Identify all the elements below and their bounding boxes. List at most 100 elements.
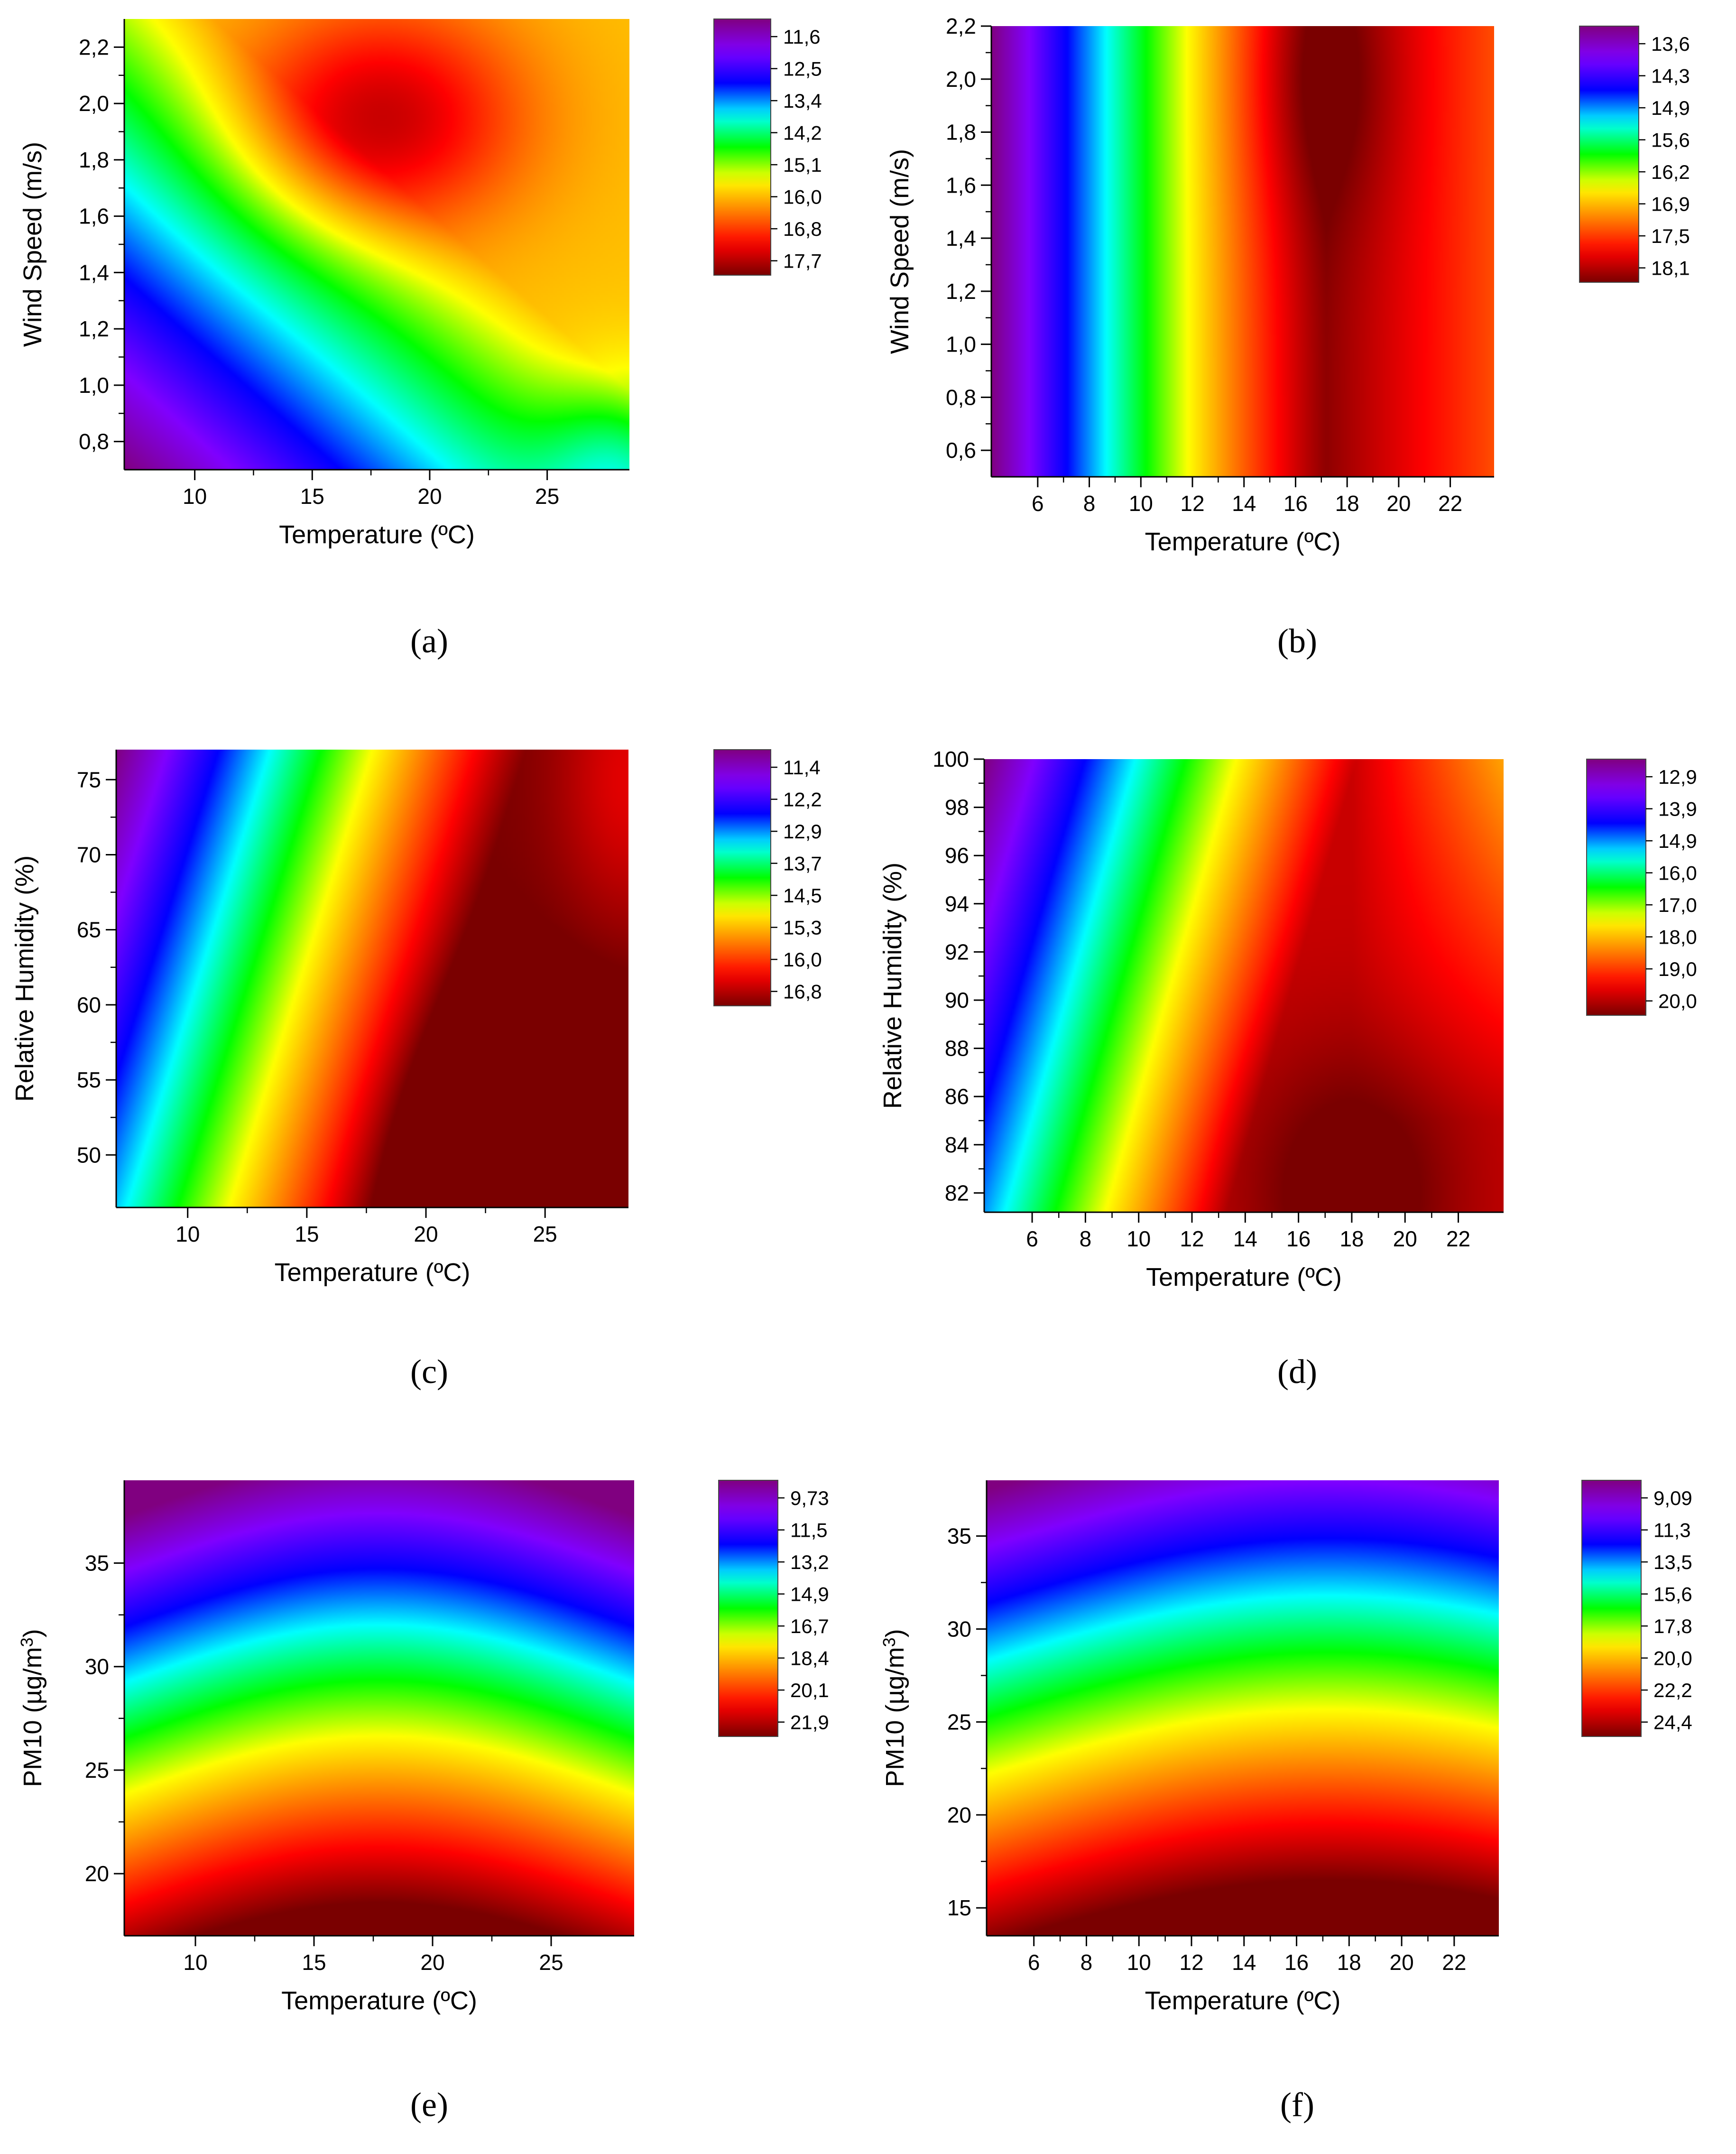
colorbar-label: 14,5 <box>783 884 822 907</box>
y-tick-label: 84 <box>945 1133 969 1157</box>
colorbar-label: 13,2 <box>790 1551 829 1573</box>
x-tick-label: 10 <box>183 484 207 509</box>
y-axis-title: PM10 (µg/m3) <box>17 1629 47 1787</box>
colorbar-label: 20,1 <box>790 1679 829 1701</box>
y-tick-label: 2,2 <box>79 35 109 59</box>
heatmap-surface <box>987 1480 1499 1936</box>
y-axis-title: Wind Speed (m/s) <box>886 149 914 354</box>
colorbar-label: 13,6 <box>1651 33 1690 55</box>
x-tick-label: 20 <box>420 1950 444 1975</box>
panel-caption: (e) <box>410 2086 448 2124</box>
colorbar-label: 18,4 <box>790 1647 829 1670</box>
colorbar-label: 13,9 <box>1658 798 1697 820</box>
panel-caption: (a) <box>410 622 448 660</box>
x-tick-label: 12 <box>1180 491 1204 516</box>
colorbar-label: 16,9 <box>1651 193 1690 215</box>
y-tick-label: 96 <box>945 843 969 868</box>
y-tick-label: 1,2 <box>946 279 976 304</box>
panel-caption: (b) <box>1277 622 1317 660</box>
colorbar-label: 20,0 <box>1658 990 1697 1012</box>
x-tick-label: 15 <box>302 1950 326 1975</box>
y-tick-label: 55 <box>77 1068 101 1092</box>
x-tick-label: 14 <box>1232 1950 1256 1975</box>
colorbar-label: 13,4 <box>783 90 822 112</box>
colorbar-label: 21,9 <box>790 1711 829 1734</box>
colorbar-label: 24,4 <box>1653 1711 1692 1734</box>
colorbar-label: 11,4 <box>783 756 821 779</box>
colorbar-label: 12,9 <box>783 820 822 843</box>
colorbar-label: 11,3 <box>1653 1519 1691 1541</box>
y-tick-label: 65 <box>77 918 101 942</box>
x-axis-title: Temperature (ºC) <box>1146 1263 1342 1291</box>
heatmap-surface <box>991 26 1494 477</box>
y-tick-label: 25 <box>85 1758 109 1783</box>
panel-f: 6 8 10 12 14 16 18 20 22 15 20 25 30 35 Temperature (º… <box>879 1480 1692 2124</box>
colorbar-label: 14,3 <box>1651 65 1690 87</box>
panel-caption: (c) <box>410 1353 448 1391</box>
y-tick-label: 1,4 <box>79 260 109 285</box>
x-tick-label: 8 <box>1080 1950 1093 1975</box>
x-tick-label: 22 <box>1446 1226 1470 1251</box>
y-tick-label: 20 <box>947 1802 971 1827</box>
y-tick-label: 1,0 <box>946 332 976 357</box>
x-tick-label: 22 <box>1438 491 1462 516</box>
colorbar-label: 14,9 <box>1651 97 1690 119</box>
colorbar <box>713 19 771 276</box>
x-axis-title: Temperature (ºC) <box>281 1987 477 2015</box>
y-tick-label: 1,8 <box>946 120 976 145</box>
x-axis-title: Temperature (ºC) <box>1145 1987 1341 2015</box>
colorbar-label: 16,2 <box>1651 161 1690 183</box>
colorbar-label: 16,8 <box>783 981 822 1003</box>
y-tick-label: 30 <box>947 1616 971 1641</box>
x-axis-title: Temperature (ºC) <box>1145 528 1341 556</box>
x-tick-label: 8 <box>1083 491 1096 516</box>
colorbar-label: 17,7 <box>783 250 822 272</box>
x-tick-label: 10 <box>1129 491 1153 516</box>
x-axis-title: Temperature (ºC) <box>275 1258 471 1287</box>
y-tick-label: 1,6 <box>946 173 976 197</box>
y-tick-label: 2,0 <box>79 91 109 116</box>
y-tick-label: 30 <box>85 1654 109 1679</box>
y-tick-label: 25 <box>947 1709 971 1734</box>
x-tick-label: 10 <box>1127 1226 1151 1251</box>
panel-e: 10 15 20 25 20 25 30 35 Temperature (ºC) PM10 (µg… <box>17 1480 829 2124</box>
heatmap-surface <box>124 19 629 470</box>
colorbar <box>713 749 771 1006</box>
x-tick-label: 12 <box>1179 1950 1203 1975</box>
colorbar-label: 15,1 <box>783 154 822 176</box>
x-tick-label: 20 <box>414 1222 438 1246</box>
panel-b: 6 8 10 12 14 16 18 20 22 0,6 0,8 1,0 1,2 1,4 1,6 1,8 2,0… <box>886 14 1690 660</box>
x-axis-title: Temperature (ºC) <box>279 520 475 549</box>
panel-d: 6 8 10 12 14 16 18 20 22 82 84 86 88 90 92 94 96 98 100 Tem… <box>878 747 1697 1391</box>
y-axis-title: Relative Humidity (%) <box>878 863 907 1109</box>
colorbar-label: 9,73 <box>790 1487 829 1509</box>
x-tick-label: 12 <box>1180 1226 1204 1251</box>
y-tick-label: 50 <box>77 1142 101 1167</box>
heatmap-surface <box>984 759 1504 1212</box>
y-tick-label: 60 <box>77 993 101 1017</box>
y-tick-label: 82 <box>945 1180 969 1205</box>
x-tick-label: 25 <box>535 484 559 509</box>
colorbar-label: 18,0 <box>1658 926 1697 948</box>
colorbar-label: 13,5 <box>1653 1551 1692 1573</box>
x-tick-label: 10 <box>1127 1950 1151 1975</box>
colorbar <box>1579 26 1639 283</box>
x-tick-label: 14 <box>1232 491 1256 516</box>
heatmap-surface <box>124 1480 634 1936</box>
colorbar-label: 20,0 <box>1653 1647 1692 1670</box>
y-tick-label: 2,2 <box>946 14 976 38</box>
y-tick-label: 86 <box>945 1084 969 1109</box>
y-tick-label: 0,8 <box>79 429 109 454</box>
heatmap-surface <box>116 750 628 1207</box>
colorbar-label: 17,8 <box>1653 1615 1692 1637</box>
panel-caption: (f) <box>1280 2086 1314 2124</box>
colorbar <box>718 1480 778 1737</box>
colorbar-label: 13,7 <box>783 853 822 875</box>
x-tick-label: 18 <box>1339 1226 1364 1251</box>
y-tick-label: 15 <box>947 1895 971 1920</box>
colorbar-label: 11,5 <box>790 1519 828 1541</box>
colorbar-label: 9,09 <box>1653 1487 1692 1509</box>
y-tick-label: 0,6 <box>946 438 976 463</box>
x-tick-label: 16 <box>1286 1226 1311 1251</box>
y-tick-label: 35 <box>947 1524 971 1549</box>
